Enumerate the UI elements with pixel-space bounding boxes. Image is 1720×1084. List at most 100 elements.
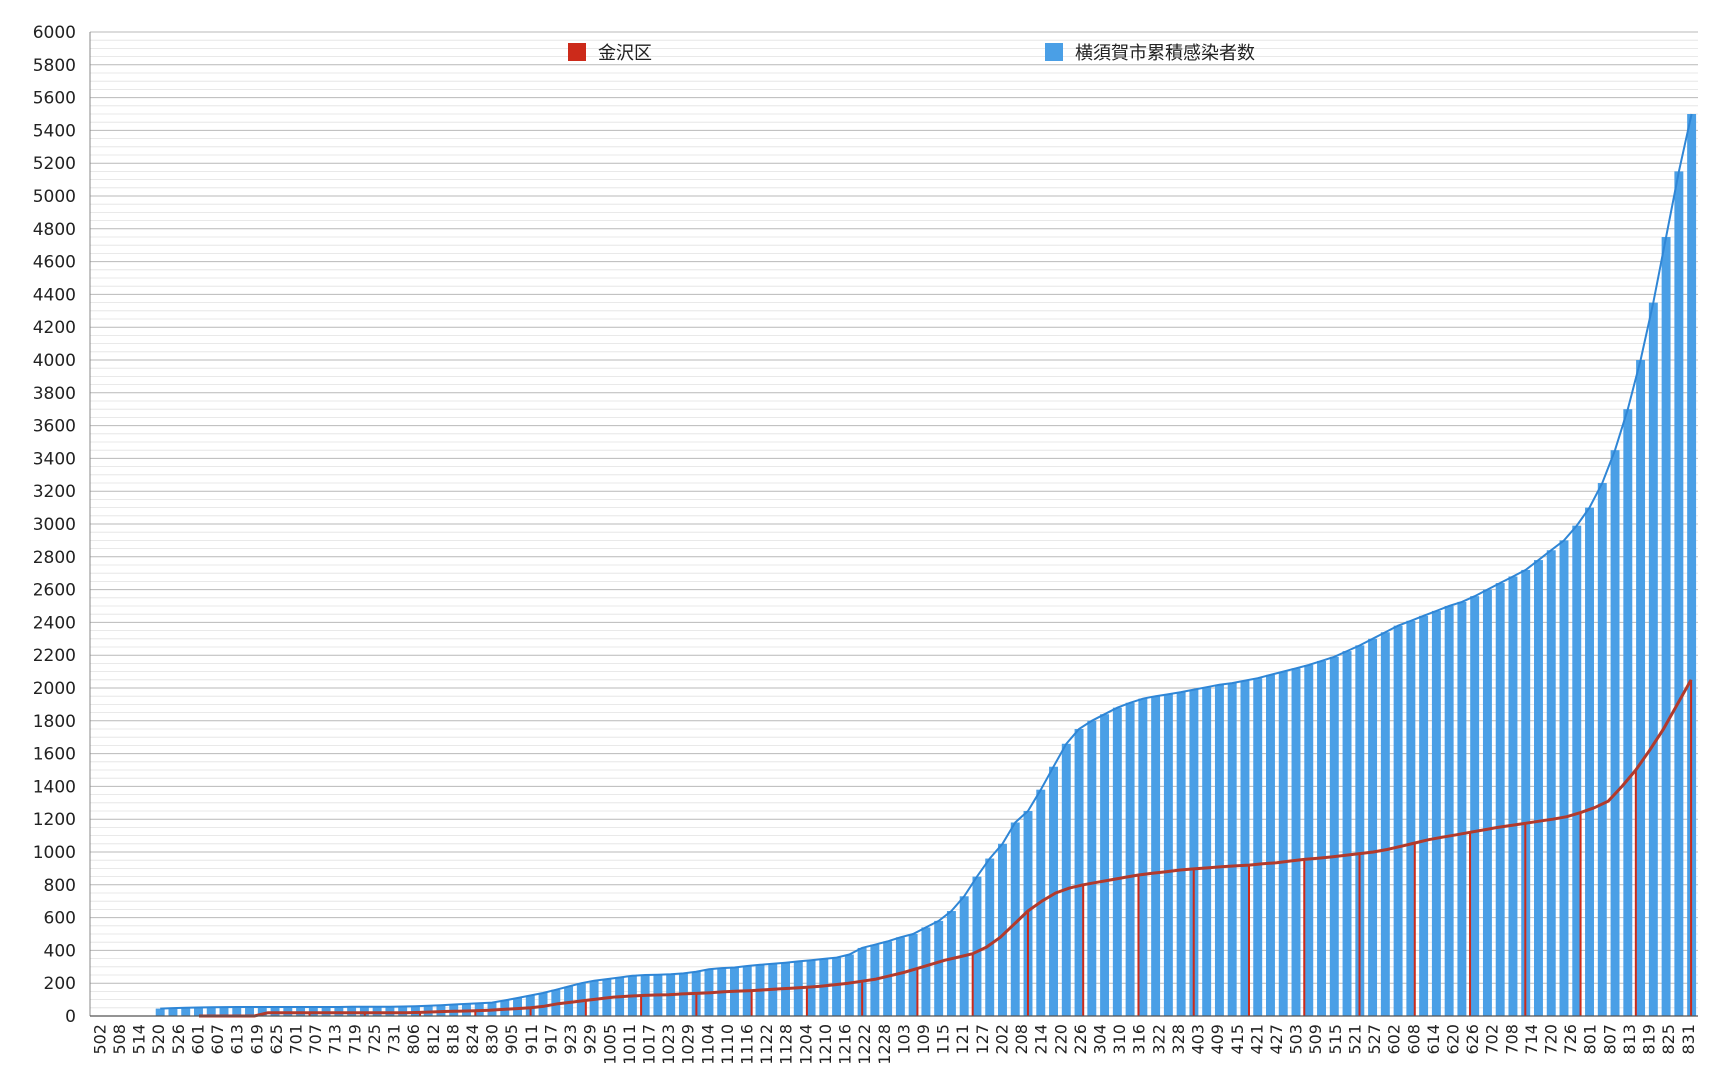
y-tick-label: 4800 xyxy=(33,220,76,240)
x-tick-label: 208 xyxy=(1012,1024,1031,1055)
yokosuka-bar xyxy=(1100,714,1110,1016)
yokosuka-bar xyxy=(257,1006,267,1016)
yokosuka-bar xyxy=(168,1008,178,1016)
kanazawa-bar xyxy=(1358,853,1361,1016)
kanazawa-bar xyxy=(1137,874,1140,1016)
y-tick-label: 5600 xyxy=(33,89,76,109)
x-tick-label: 819 xyxy=(1640,1024,1659,1055)
x-tick-label: 701 xyxy=(287,1024,306,1055)
y-tick-label: 4600 xyxy=(33,253,76,273)
yokosuka-bar xyxy=(219,1007,229,1016)
x-tick-label: 708 xyxy=(1502,1024,1521,1055)
kanazawa-bar xyxy=(584,1000,587,1016)
legend-label-kanazawa: 金沢区 xyxy=(598,43,652,64)
x-tick-label: 812 xyxy=(424,1024,443,1055)
yokosuka-bar xyxy=(1151,696,1161,1016)
y-tick-label: 1200 xyxy=(33,810,76,830)
yokosuka-bar xyxy=(181,1007,191,1016)
x-tick-label: 625 xyxy=(267,1024,286,1055)
y-tick-label: 2400 xyxy=(33,613,76,633)
x-tick-label: 415 xyxy=(1228,1024,1247,1055)
yokosuka-bar xyxy=(998,843,1007,1016)
x-tick-label: 824 xyxy=(463,1024,482,1055)
yokosuka-bar xyxy=(1470,596,1480,1016)
legend-swatch-yokosuka xyxy=(1045,43,1063,61)
yokosuka-bar xyxy=(1176,692,1186,1016)
yokosuka-bar xyxy=(1202,687,1212,1016)
x-tick-label: 526 xyxy=(169,1024,188,1055)
x-tick-label: 1017 xyxy=(639,1024,658,1065)
yokosuka-bar xyxy=(206,1007,216,1016)
yokosuka-outline xyxy=(160,113,1693,1010)
y-tick-label: 5200 xyxy=(33,154,76,174)
yokosuka-bar xyxy=(946,911,956,1016)
yokosuka-bar xyxy=(538,993,548,1016)
kanazawa-bar xyxy=(474,1010,477,1016)
yokosuka-bar xyxy=(985,858,995,1016)
x-tick-label: 521 xyxy=(1345,1024,1364,1055)
yokosuka-bar xyxy=(1508,576,1518,1016)
y-tick-label: 5400 xyxy=(33,121,76,141)
kanazawa-bar xyxy=(1192,868,1195,1016)
x-tick-label: 1122 xyxy=(757,1024,776,1065)
x-tick-label: 508 xyxy=(110,1024,129,1055)
x-tick-label: 509 xyxy=(1306,1024,1325,1055)
kanazawa-bar xyxy=(419,1012,422,1016)
x-tick-label: 421 xyxy=(1247,1024,1266,1055)
x-tick-label: 514 xyxy=(130,1024,149,1055)
y-tick-label: 2200 xyxy=(33,646,76,666)
x-tick-label: 1011 xyxy=(620,1024,639,1065)
yokosuka-bar xyxy=(832,957,842,1016)
yokosuka-bar xyxy=(1329,656,1339,1016)
yokosuka-bar xyxy=(1061,743,1071,1016)
x-tick-label: 515 xyxy=(1326,1024,1345,1055)
kanazawa-bar xyxy=(916,968,919,1016)
yokosuka-bar xyxy=(1610,450,1620,1016)
legend-label-yokosuka: 横須賀市累積感染者数 xyxy=(1075,43,1255,64)
yokosuka-bar xyxy=(155,1008,165,1016)
y-tick-label: 4200 xyxy=(33,318,76,338)
yokosuka-bar xyxy=(1074,729,1084,1016)
yokosuka-bar xyxy=(1342,651,1352,1016)
yokosuka-bar xyxy=(1355,645,1365,1016)
y-tick-label: 600 xyxy=(44,909,76,929)
x-tick-label: 1110 xyxy=(718,1024,737,1065)
yokosuka-bar xyxy=(1674,171,1684,1016)
x-tick-label: 714 xyxy=(1522,1024,1541,1055)
x-tick-label: 720 xyxy=(1542,1024,1561,1055)
yokosuka-bar xyxy=(1240,680,1250,1016)
kanazawa-bar xyxy=(1579,812,1582,1016)
y-tick-label: 5800 xyxy=(33,56,76,76)
x-tick-label: 929 xyxy=(581,1024,600,1055)
x-tick-label: 109 xyxy=(914,1024,933,1055)
y-tick-label: 5000 xyxy=(33,187,76,207)
x-tick-label: 614 xyxy=(1424,1024,1443,1055)
yokosuka-bar xyxy=(1189,689,1199,1016)
yokosuka-bar xyxy=(1266,674,1275,1016)
x-tick-label: 601 xyxy=(188,1024,207,1055)
yokosuka-bar xyxy=(1227,683,1237,1016)
legend-swatch-kanazawa xyxy=(568,43,586,61)
kanazawa-bar xyxy=(1303,859,1306,1016)
yokosuka-bar xyxy=(1406,620,1416,1016)
y-tick-label: 400 xyxy=(44,941,76,961)
x-tick-label: 707 xyxy=(306,1024,325,1055)
x-tick-label: 1128 xyxy=(777,1024,796,1065)
yokosuka-bar xyxy=(232,1006,242,1016)
yokosuka-bar xyxy=(194,1007,203,1016)
kanazawa-line xyxy=(199,679,1693,1018)
x-tick-label: 403 xyxy=(1189,1024,1208,1055)
x-tick-label: 608 xyxy=(1404,1024,1423,1055)
kanazawa-bar xyxy=(861,981,864,1016)
yokosuka-bar xyxy=(1112,707,1122,1016)
x-tick-label: 620 xyxy=(1443,1024,1462,1055)
x-tick-label: 731 xyxy=(385,1024,404,1055)
yokosuka-bar xyxy=(908,934,918,1016)
x-tick-label: 726 xyxy=(1561,1024,1580,1055)
x-tick-label: 806 xyxy=(404,1024,423,1055)
x-tick-label: 626 xyxy=(1463,1024,1482,1055)
y-tick-label: 4000 xyxy=(33,351,76,371)
yokosuka-bar xyxy=(1393,625,1403,1016)
yokosuka-bar xyxy=(1138,698,1148,1016)
